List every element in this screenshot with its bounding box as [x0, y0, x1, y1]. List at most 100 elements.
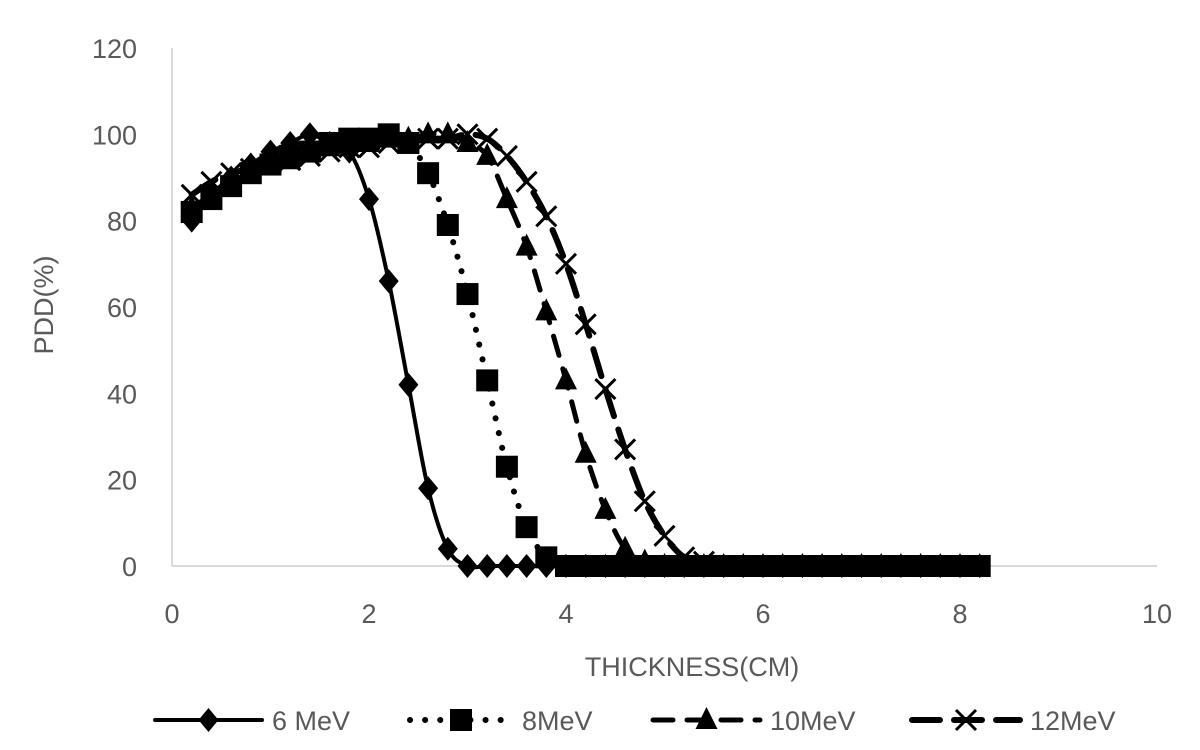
data-point	[398, 372, 419, 397]
data-point	[751, 554, 775, 578]
y-tick-label: 80	[107, 207, 137, 237]
x-tick-label: 6	[755, 599, 770, 629]
series-x	[180, 123, 991, 578]
plot-area	[180, 121, 991, 578]
legend: 6 MeV 8MeV 10MeV 12MeV	[153, 706, 1116, 736]
data-point	[338, 136, 361, 159]
data-point	[476, 127, 499, 150]
data-point	[457, 554, 478, 578]
data-point	[357, 136, 381, 159]
series-line	[189, 132, 982, 570]
series-diamond	[181, 122, 990, 578]
data-point	[830, 554, 853, 578]
data-point	[594, 496, 617, 519]
legend-label: 6 MeV	[272, 706, 350, 736]
data-point	[574, 440, 597, 463]
legend-item: 10MeV	[650, 706, 856, 736]
data-point	[200, 170, 223, 193]
data-point	[180, 183, 203, 206]
data-point	[495, 144, 518, 167]
x-axis-title: THICKNESS(CM)	[585, 652, 800, 682]
y-tick-label: 20	[107, 466, 137, 496]
data-point	[378, 269, 399, 294]
data-point	[476, 369, 499, 392]
series-line	[188, 131, 983, 570]
data-point	[220, 162, 243, 185]
data-point	[200, 181, 223, 204]
data-point	[692, 550, 715, 573]
x-tick-label: 2	[361, 599, 376, 629]
legend-label: 8MeV	[522, 706, 593, 736]
x-tick-label: 4	[558, 599, 573, 629]
data-point	[574, 555, 597, 577]
data-point	[298, 144, 321, 167]
data-point	[653, 553, 676, 575]
x-tick-label: 8	[952, 599, 967, 629]
data-point	[732, 554, 755, 578]
data-point	[377, 131, 400, 155]
y-tick-label: 120	[92, 34, 137, 64]
data-point	[456, 283, 479, 306]
data-point	[456, 123, 479, 146]
axes	[171, 48, 1157, 567]
data-point	[239, 157, 262, 180]
series-line	[188, 131, 983, 570]
data-point	[418, 476, 439, 501]
data-point	[653, 524, 676, 547]
series-square	[180, 123, 991, 577]
data-point	[220, 168, 243, 191]
data-point	[437, 536, 458, 561]
legend-item: 6 MeV	[153, 706, 350, 736]
y-tick-label: 100	[92, 120, 137, 150]
data-point	[870, 554, 893, 578]
data-point	[594, 377, 617, 401]
data-point	[417, 127, 440, 150]
legend-marker	[198, 708, 219, 732]
y-tick-label: 0	[122, 552, 137, 582]
data-point	[477, 554, 498, 578]
y-tick-label: 60	[107, 293, 137, 323]
data-point	[359, 187, 379, 212]
data-point	[180, 194, 203, 217]
data-point	[417, 162, 440, 185]
data-point	[535, 546, 558, 569]
data-point	[299, 122, 320, 147]
data-point	[712, 554, 735, 578]
legend-label: 10MeV	[770, 706, 856, 736]
data-point	[614, 438, 637, 461]
data-point	[535, 298, 558, 321]
legend-marker	[450, 709, 472, 731]
data-point	[397, 131, 420, 155]
data-point	[850, 554, 873, 578]
data-point	[673, 553, 696, 575]
data-point	[633, 548, 656, 571]
series-line	[189, 131, 983, 569]
data-point	[535, 205, 558, 228]
data-point	[771, 554, 794, 578]
data-point	[515, 233, 538, 256]
data-point	[555, 367, 577, 390]
data-point	[673, 546, 696, 569]
x-tick-label: 10	[1142, 599, 1172, 629]
legend-item: 8MeV	[407, 706, 593, 736]
data-point	[495, 455, 518, 478]
data-point	[515, 516, 538, 539]
data-point	[495, 186, 518, 209]
data-point	[555, 555, 577, 577]
data-point	[259, 153, 282, 176]
data-point	[948, 554, 972, 578]
data-point	[516, 554, 537, 578]
data-point	[968, 554, 991, 578]
y-axis-title: PDD(%)	[29, 256, 59, 355]
legend-marker	[954, 708, 978, 732]
legend-marker	[695, 707, 718, 729]
legend-item: 12MeV	[909, 706, 1116, 736]
data-point	[436, 213, 459, 236]
data-point	[889, 554, 912, 578]
data-point	[574, 313, 597, 336]
legend-label: 12MeV	[1030, 706, 1116, 736]
data-point	[633, 490, 656, 513]
